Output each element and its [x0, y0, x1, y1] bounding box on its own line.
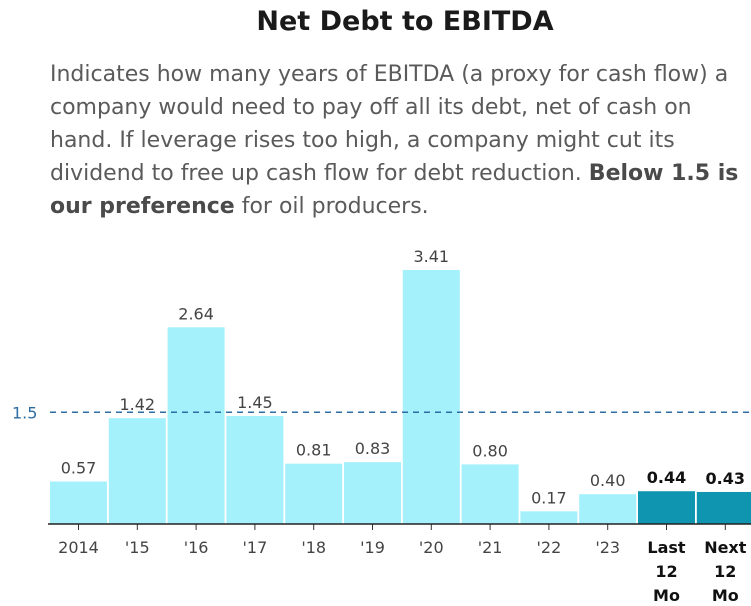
bar-value-label: 0.80	[472, 441, 508, 460]
bar	[402, 269, 460, 524]
x-tick-label-line: '19	[360, 538, 385, 557]
bar	[579, 494, 637, 524]
chart-title: Net Debt to EBITDA	[256, 6, 554, 37]
bar-value-label: 0.83	[355, 439, 391, 458]
bar-value-label: 1.45	[237, 393, 273, 412]
reference-line-group: 1.5	[12, 403, 751, 422]
x-tick-label-line: '20	[419, 538, 444, 557]
bar-value-label: 0.43	[706, 469, 745, 488]
x-tick-label: Next 12 Mo	[704, 538, 747, 605]
x-tick-label-line: '17	[243, 538, 268, 557]
x-tick-label: 2014	[58, 538, 99, 557]
bar	[226, 415, 284, 524]
x-tick-label: '15	[125, 538, 150, 557]
x-tick-label-line: Mo	[712, 586, 739, 605]
description-bold: Below 1.5 is our preference	[50, 161, 739, 219]
x-tick-label: '22	[537, 538, 562, 557]
bar-value-label: 2.64	[178, 304, 214, 323]
bar	[108, 418, 166, 524]
bar	[285, 463, 343, 524]
bar	[344, 462, 401, 524]
description-tail: for oil producers.	[234, 194, 429, 219]
bar	[638, 491, 695, 524]
x-tick-label-line: 2014	[58, 538, 99, 557]
x-tick-label-line: Last	[647, 538, 686, 557]
bar-value-label: 0.44	[647, 468, 686, 487]
bar-value-label: 0.40	[590, 471, 626, 490]
x-tick-label: '23	[595, 538, 620, 557]
bar	[167, 327, 225, 524]
x-tick-label-line: '15	[125, 538, 150, 557]
x-tick-label-line: '16	[184, 538, 209, 557]
bar-value-label: 1.42	[119, 395, 155, 414]
bar	[461, 464, 519, 524]
bar	[50, 481, 107, 524]
x-tick-label-line: 12	[655, 562, 677, 581]
chart-description: Indicates how many years of EBITDA (a pr…	[50, 58, 750, 223]
bar	[696, 491, 751, 524]
x-tick-label: Last 12 Mo	[647, 538, 686, 605]
x-tick-label: '21	[478, 538, 503, 557]
x-tick-label: '18	[301, 538, 326, 557]
x-tick-label-line: '23	[595, 538, 620, 557]
x-tick-label: '16	[184, 538, 209, 557]
bar	[520, 511, 578, 524]
description-text: Indicates how many years of EBITDA (a pr…	[50, 62, 729, 186]
x-tick-label-line: 12	[714, 562, 736, 581]
bars-group	[50, 269, 751, 524]
bar-value-label: 3.41	[413, 247, 449, 266]
x-tick-label-line: '18	[301, 538, 326, 557]
bar-value-label: 0.17	[531, 488, 567, 507]
bar-value-label: 0.57	[61, 459, 97, 478]
x-tick-label: '20	[419, 538, 444, 557]
x-axis: 2014'15'16'17'18'19'20'21'22'23 Last 12 MoN…	[48, 523, 751, 605]
x-tick-label-line: '22	[537, 538, 562, 557]
x-tick-label: '17	[243, 538, 268, 557]
x-tick-label-line: '21	[478, 538, 503, 557]
reference-line-label: 1.5	[12, 403, 37, 422]
x-tick-label: '19	[360, 538, 385, 557]
value-labels-group: 0.57 1.42 2.64 1.45 0.81 0.83 3.41 0.80 0.17 0.40…	[61, 247, 745, 507]
bar-value-label: 0.81	[296, 441, 332, 460]
x-tick-label-line: Next	[704, 538, 747, 557]
x-tick-label-line: Mo	[653, 586, 680, 605]
